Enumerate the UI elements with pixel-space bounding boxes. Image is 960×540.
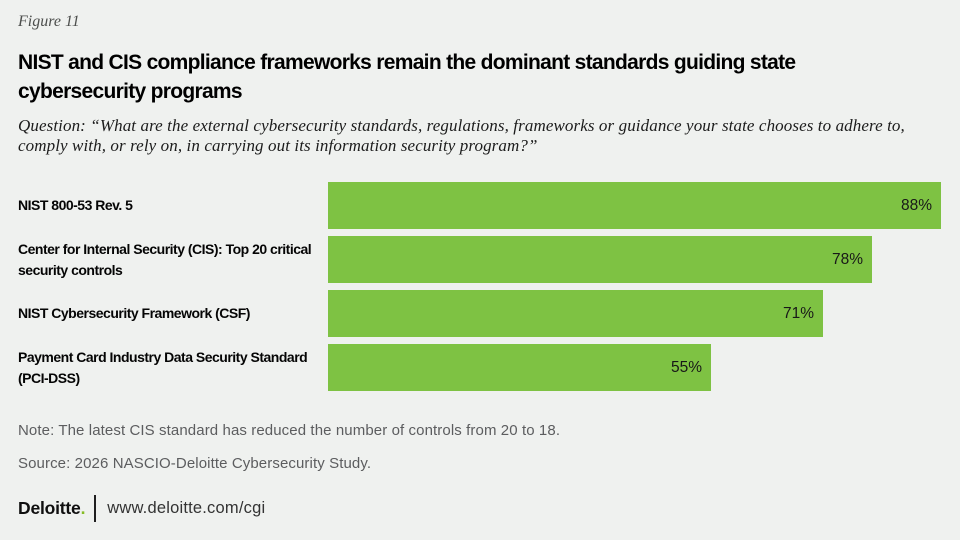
category-label: NIST 800-53 Rev. 5	[18, 197, 133, 213]
category-label: Payment Card Industry Data Security Stan…	[18, 348, 308, 386]
footer-url: www.deloitte.com/cgi	[107, 499, 266, 517]
category-label: NIST Cybersecurity Framework (CSF)	[18, 305, 250, 321]
bar-value-label: 88%	[900, 196, 932, 214]
page-title: NIST and CIS compliance frameworks remai…	[18, 51, 796, 103]
bar-value-label: 55%	[670, 358, 702, 376]
category-label: Center for Internal Security (CIS): Top …	[18, 240, 312, 278]
deloitte-logo: Deloitte.	[18, 498, 85, 519]
bar-value-label: 71%	[782, 304, 814, 322]
chart-row: NIST Cybersecurity Framework (CSF) 71%	[18, 290, 960, 337]
chart-row: Payment Card Industry Data Security Stan…	[18, 344, 960, 391]
source-text: Source: 2026 NASCIO-Deloitte Cybersecuri…	[18, 455, 372, 472]
footer: Deloitte. www.deloitte.com/cgi	[18, 495, 942, 522]
bar: 71%	[328, 290, 823, 337]
chart-row: NIST 800-53 Rev. 5 88%	[18, 182, 960, 229]
bar-value-label: 78%	[831, 250, 863, 268]
footer-divider	[94, 495, 97, 522]
deloitte-wordmark: Deloitte	[18, 498, 81, 518]
deloitte-logo-dot: .	[80, 498, 86, 518]
bar: 88%	[328, 182, 941, 229]
chart-row: Center for Internal Security (CIS): Top …	[18, 236, 960, 283]
note-text: Note: The latest CIS standard has reduce…	[18, 422, 561, 439]
bar: 78%	[328, 236, 872, 283]
question-text: Question: “What are the external cyberse…	[18, 116, 905, 155]
figure-label: Figure 11	[18, 13, 80, 30]
bar-chart: NIST 800-53 Rev. 5 88% Center for Internal…	[18, 182, 960, 391]
bar: 55%	[328, 344, 711, 391]
